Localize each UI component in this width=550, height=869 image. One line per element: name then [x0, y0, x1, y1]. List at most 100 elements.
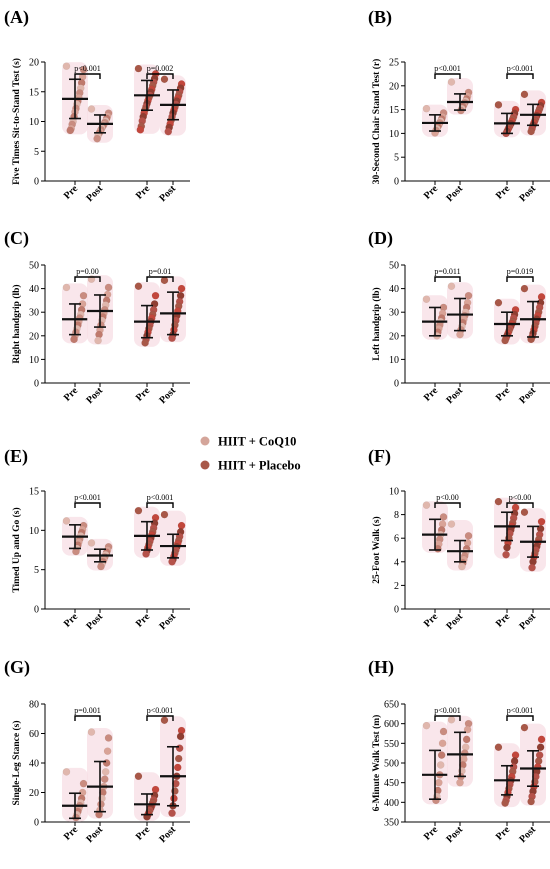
- data-point: [160, 276, 169, 285]
- x-tick-label: Pre: [494, 385, 513, 404]
- panel-label: (E): [4, 446, 28, 467]
- legend-label: HIIT + CoQ10: [218, 435, 296, 449]
- y-tick-label: 5: [394, 153, 399, 164]
- x-tick-label: Pre: [494, 183, 513, 202]
- x-tick-label: Pre: [494, 824, 513, 843]
- data-point: [176, 732, 185, 741]
- y-tick-label: 60: [29, 729, 39, 740]
- y-tick-label: 20: [29, 58, 39, 69]
- data-point: [101, 768, 110, 776]
- y-tick-label: 30: [29, 308, 39, 319]
- data-point: [464, 531, 473, 540]
- data-point: [527, 797, 535, 806]
- x-tick-label: Pre: [422, 824, 441, 843]
- x-tick-label: Pre: [134, 183, 153, 202]
- data-point: [422, 104, 431, 113]
- y-tick-label: 80: [29, 700, 39, 711]
- y-tick-label: 40: [29, 759, 39, 770]
- data-point: [438, 739, 447, 748]
- data-point: [62, 283, 71, 292]
- chart-panel-h: (H) 6-Minute Walk Test (m)350 400 450 500 550…: [368, 657, 550, 845]
- y-tick-label: 350: [384, 818, 399, 829]
- x-tick-label: Post: [84, 611, 105, 632]
- data-point: [104, 283, 113, 292]
- data-point: [422, 295, 431, 304]
- x-tick-label: Pre: [134, 385, 153, 404]
- data-point: [456, 330, 464, 339]
- x-tick-label: Post: [157, 824, 178, 845]
- significance-bracket: [74, 715, 101, 721]
- y-tick-label: 40: [29, 284, 39, 295]
- x-tick-label: Pre: [134, 611, 153, 630]
- x-tick-label: Post: [157, 611, 178, 632]
- y-axis-label: 6-Minute Walk Test (m): [371, 715, 382, 812]
- significance-bracket: [434, 73, 461, 79]
- y-axis-label: Five Times Sit-to-Stand Test (s): [11, 58, 22, 185]
- p-value-label: p<0.001: [507, 64, 534, 73]
- y-axis-label: Single-Leg Stance (s): [11, 721, 22, 806]
- data-point: [447, 78, 456, 86]
- y-tick-label: 10: [29, 117, 39, 128]
- significance-bracket: [146, 73, 174, 79]
- y-tick-label: 15: [389, 105, 399, 116]
- data-point: [501, 799, 509, 807]
- p-value-label: p<0.001: [434, 706, 461, 715]
- y-tick-label: 40: [389, 284, 399, 295]
- x-tick-label: Post: [157, 385, 178, 406]
- data-point: [103, 747, 112, 756]
- data-point: [502, 550, 510, 559]
- panel-label: (B): [368, 7, 392, 28]
- significance-bracket: [74, 502, 101, 508]
- data-point: [447, 520, 456, 528]
- data-point: [494, 743, 503, 752]
- significance-bracket: [506, 73, 534, 79]
- p-value-label: p=0.019: [507, 267, 534, 276]
- data-point: [177, 284, 186, 293]
- data-point: [94, 336, 102, 345]
- significance-bracket: [506, 715, 534, 721]
- p-value-label: p<0.001: [147, 706, 174, 715]
- data-point: [503, 543, 511, 552]
- y-tick-label: 0: [34, 818, 39, 829]
- data-point: [79, 291, 88, 300]
- data-point: [447, 282, 456, 291]
- x-tick-label: Pre: [62, 824, 81, 843]
- significance-bracket: [506, 502, 534, 508]
- x-tick-label: Post: [444, 824, 465, 845]
- y-tick-label: 4: [394, 557, 399, 568]
- data-point: [177, 521, 186, 530]
- p-value-label: p<0.001: [147, 493, 174, 502]
- data-point: [527, 127, 535, 136]
- p-value-label: p=0.002: [147, 64, 174, 73]
- y-axis-label: 30-Second Chair Stand Test (r): [371, 59, 382, 184]
- data-point: [174, 754, 183, 763]
- y-tick-label: 0: [394, 379, 399, 390]
- data-point: [422, 501, 431, 510]
- y-tick-label: 5: [34, 565, 39, 576]
- data-point: [66, 126, 75, 135]
- data-point: [160, 75, 169, 84]
- data-point: [62, 517, 71, 525]
- y-tick-label: 400: [384, 798, 399, 809]
- data-point: [537, 735, 546, 744]
- y-tick-label: 0: [394, 177, 399, 188]
- data-point: [520, 90, 529, 99]
- data-point: [79, 779, 88, 788]
- data-point: [173, 763, 182, 772]
- data-point: [437, 751, 446, 759]
- data-point: [494, 298, 503, 307]
- panel-label: (C): [4, 228, 29, 249]
- data-point: [164, 127, 173, 136]
- y-tick-label: 15: [29, 87, 39, 98]
- data-point: [528, 563, 536, 572]
- y-axis-label: Timed Up and Go (s): [11, 507, 22, 592]
- data-point: [102, 759, 111, 767]
- data-point: [447, 715, 456, 724]
- p-value-label: p=0.01: [149, 267, 172, 276]
- y-tick-label: 20: [29, 331, 39, 342]
- data-point: [87, 728, 96, 736]
- data-point: [439, 727, 448, 736]
